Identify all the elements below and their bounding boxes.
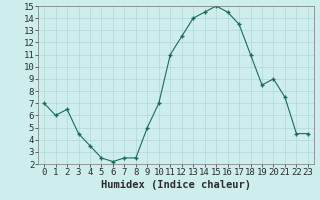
X-axis label: Humidex (Indice chaleur): Humidex (Indice chaleur) [101,180,251,190]
